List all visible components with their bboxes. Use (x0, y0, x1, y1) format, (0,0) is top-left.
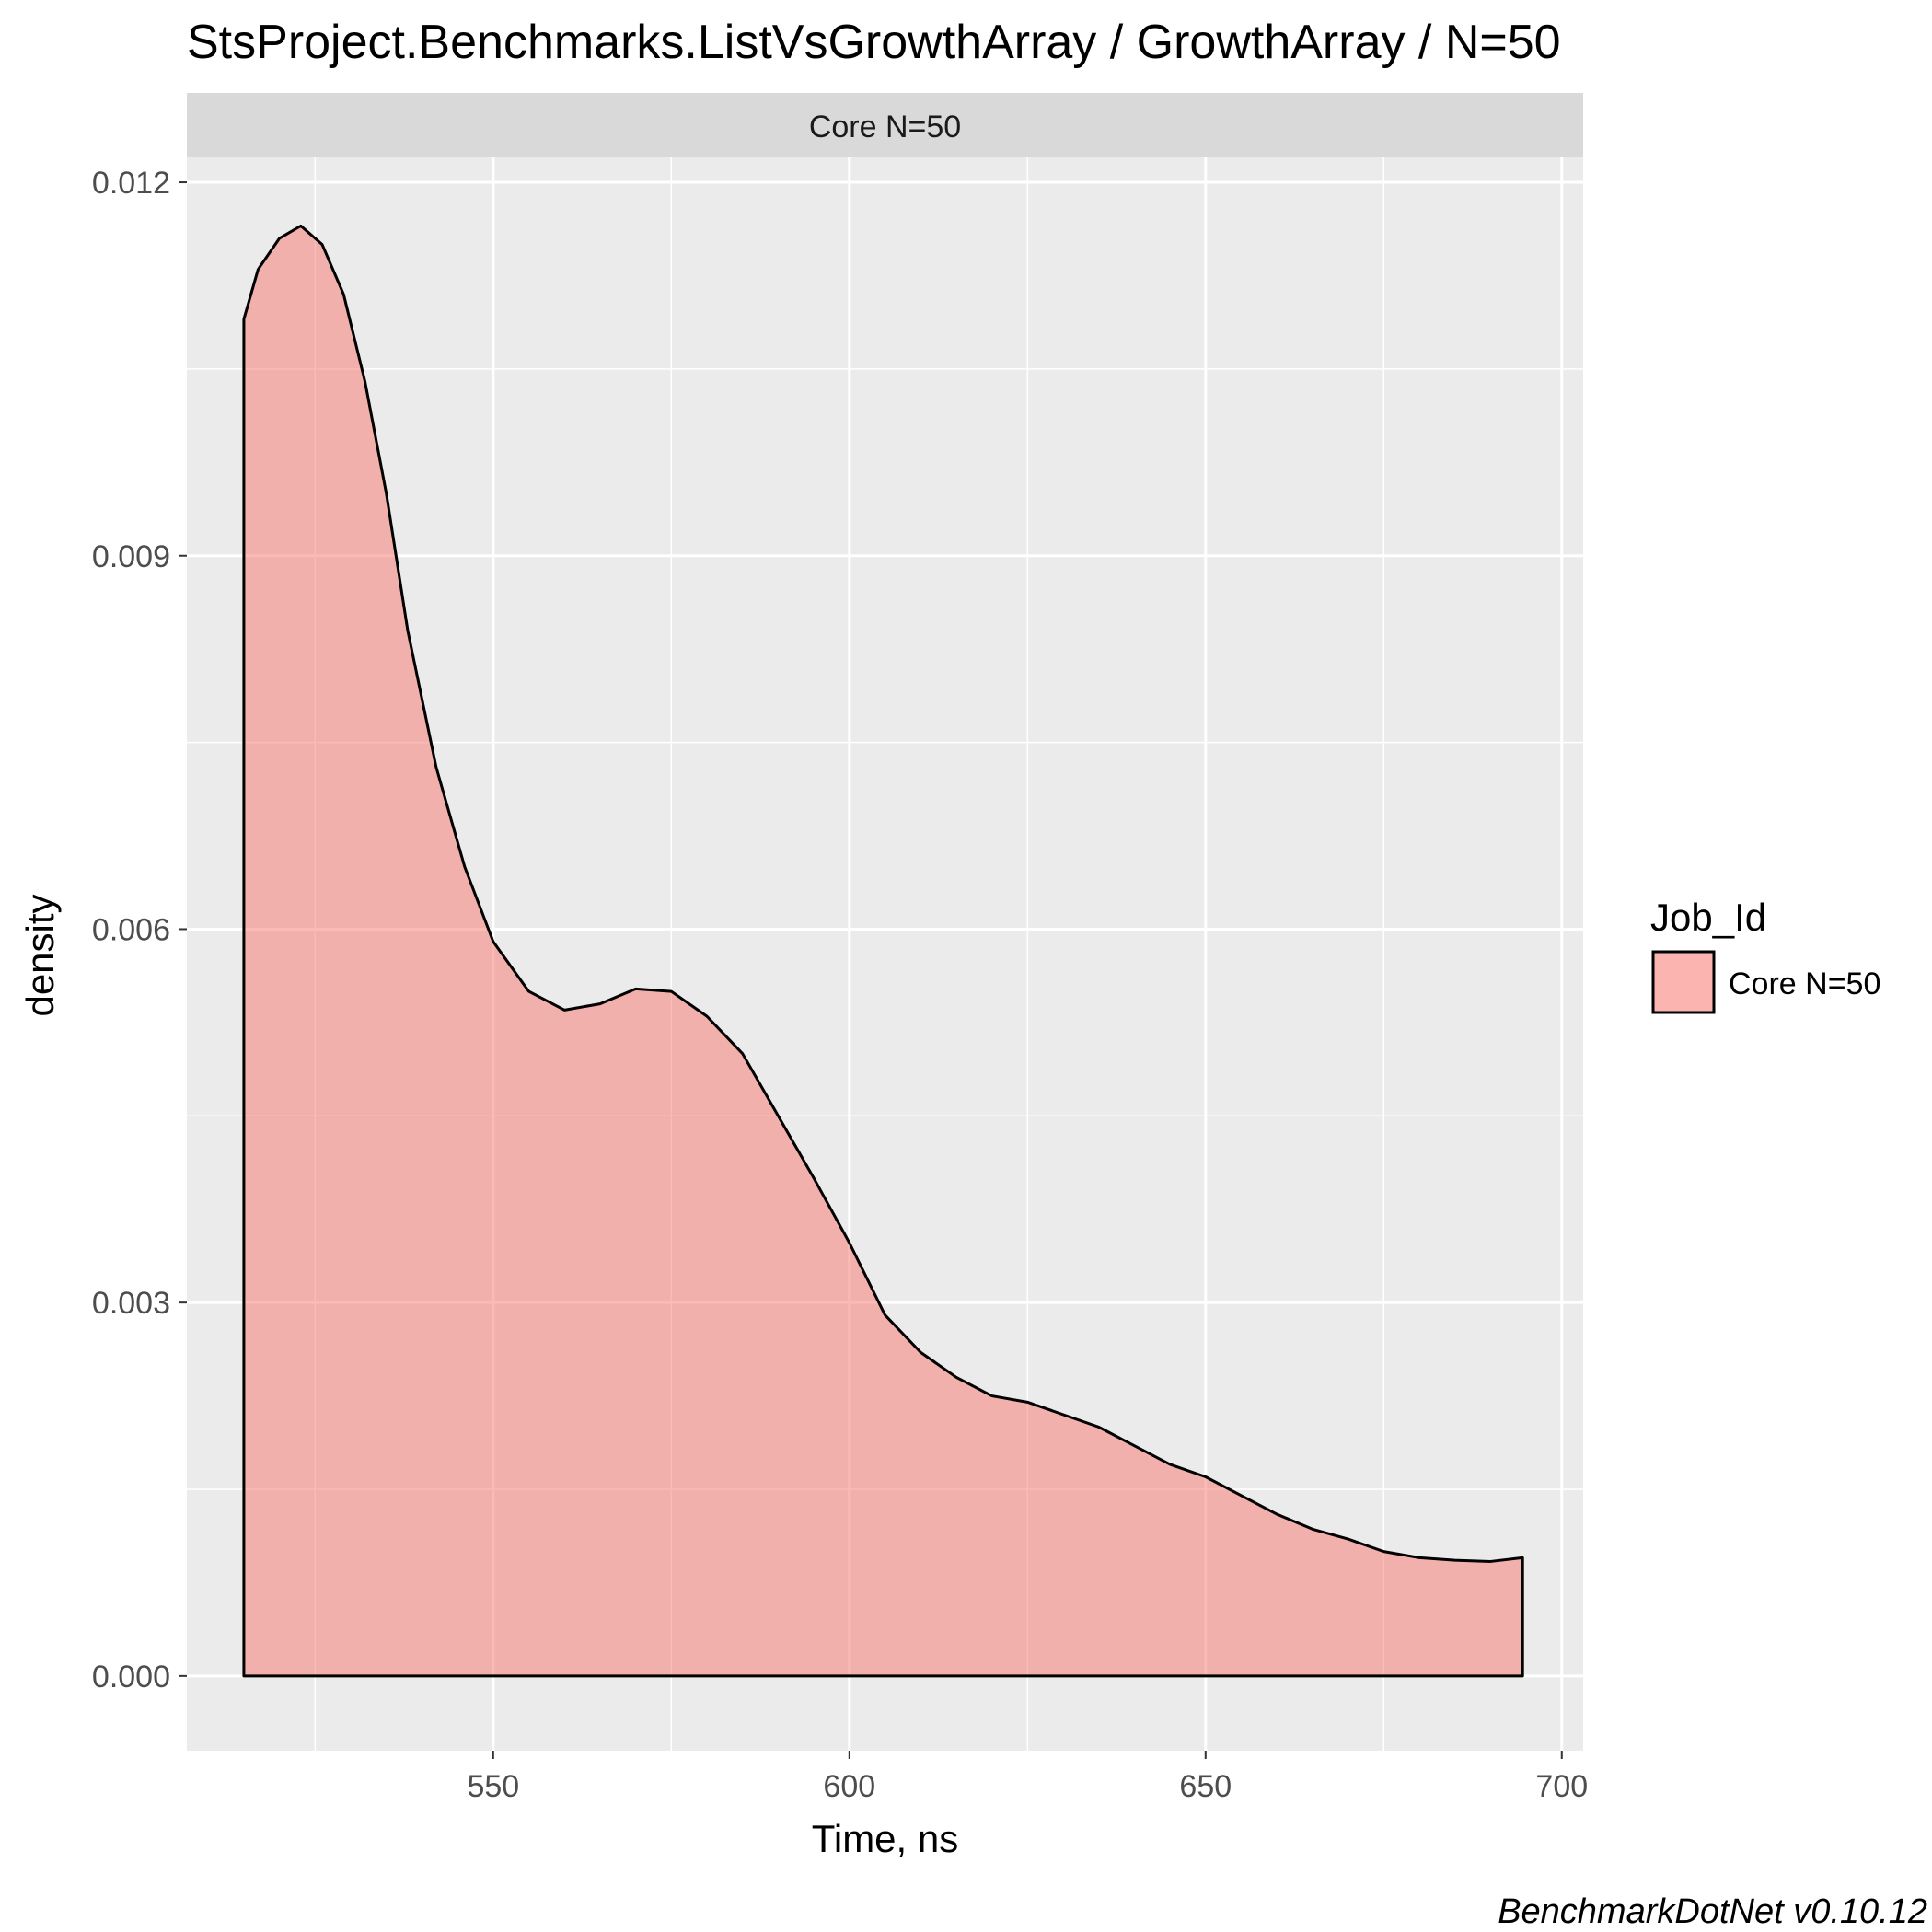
x-tick-label: 650 (1179, 1769, 1232, 1804)
density-area-0 (242, 224, 1524, 1678)
x-tick-label: 550 (467, 1769, 519, 1804)
y-tick-label: 0.006 (92, 912, 170, 947)
y-tick-label: 0.000 (92, 1660, 170, 1695)
y-tick-label: 0.012 (92, 166, 170, 201)
x-axis: 550 600 650 700 (467, 1751, 1588, 1804)
y-axis-title: density (18, 894, 62, 1016)
x-tick-label: 700 (1535, 1769, 1588, 1804)
y-tick-label: 0.009 (92, 539, 170, 574)
x-axis-title: Time, ns (812, 1817, 958, 1860)
density-series-layer (242, 224, 1524, 1678)
legend-title: Job_Id (1650, 896, 1766, 939)
legend-key-core-n50 (1651, 950, 1716, 1014)
y-axis: 0.000 0.003 0.006 0.009 0.012 (92, 166, 187, 1695)
legend: Job_Id Core N=50 (1650, 896, 1880, 1014)
chart-title: StsProject.Benchmarks.ListVsGrowthArray … (187, 16, 1561, 69)
x-tick-label: 600 (823, 1769, 875, 1804)
caption: BenchmarkDotNet v0.10.12 (1498, 1892, 1927, 1931)
legend-label-core-n50: Core N=50 (1729, 966, 1880, 1001)
y-tick-label: 0.003 (92, 1286, 170, 1321)
facet-strip (187, 93, 1583, 157)
facet-strip-label: Core N=50 (809, 110, 961, 145)
